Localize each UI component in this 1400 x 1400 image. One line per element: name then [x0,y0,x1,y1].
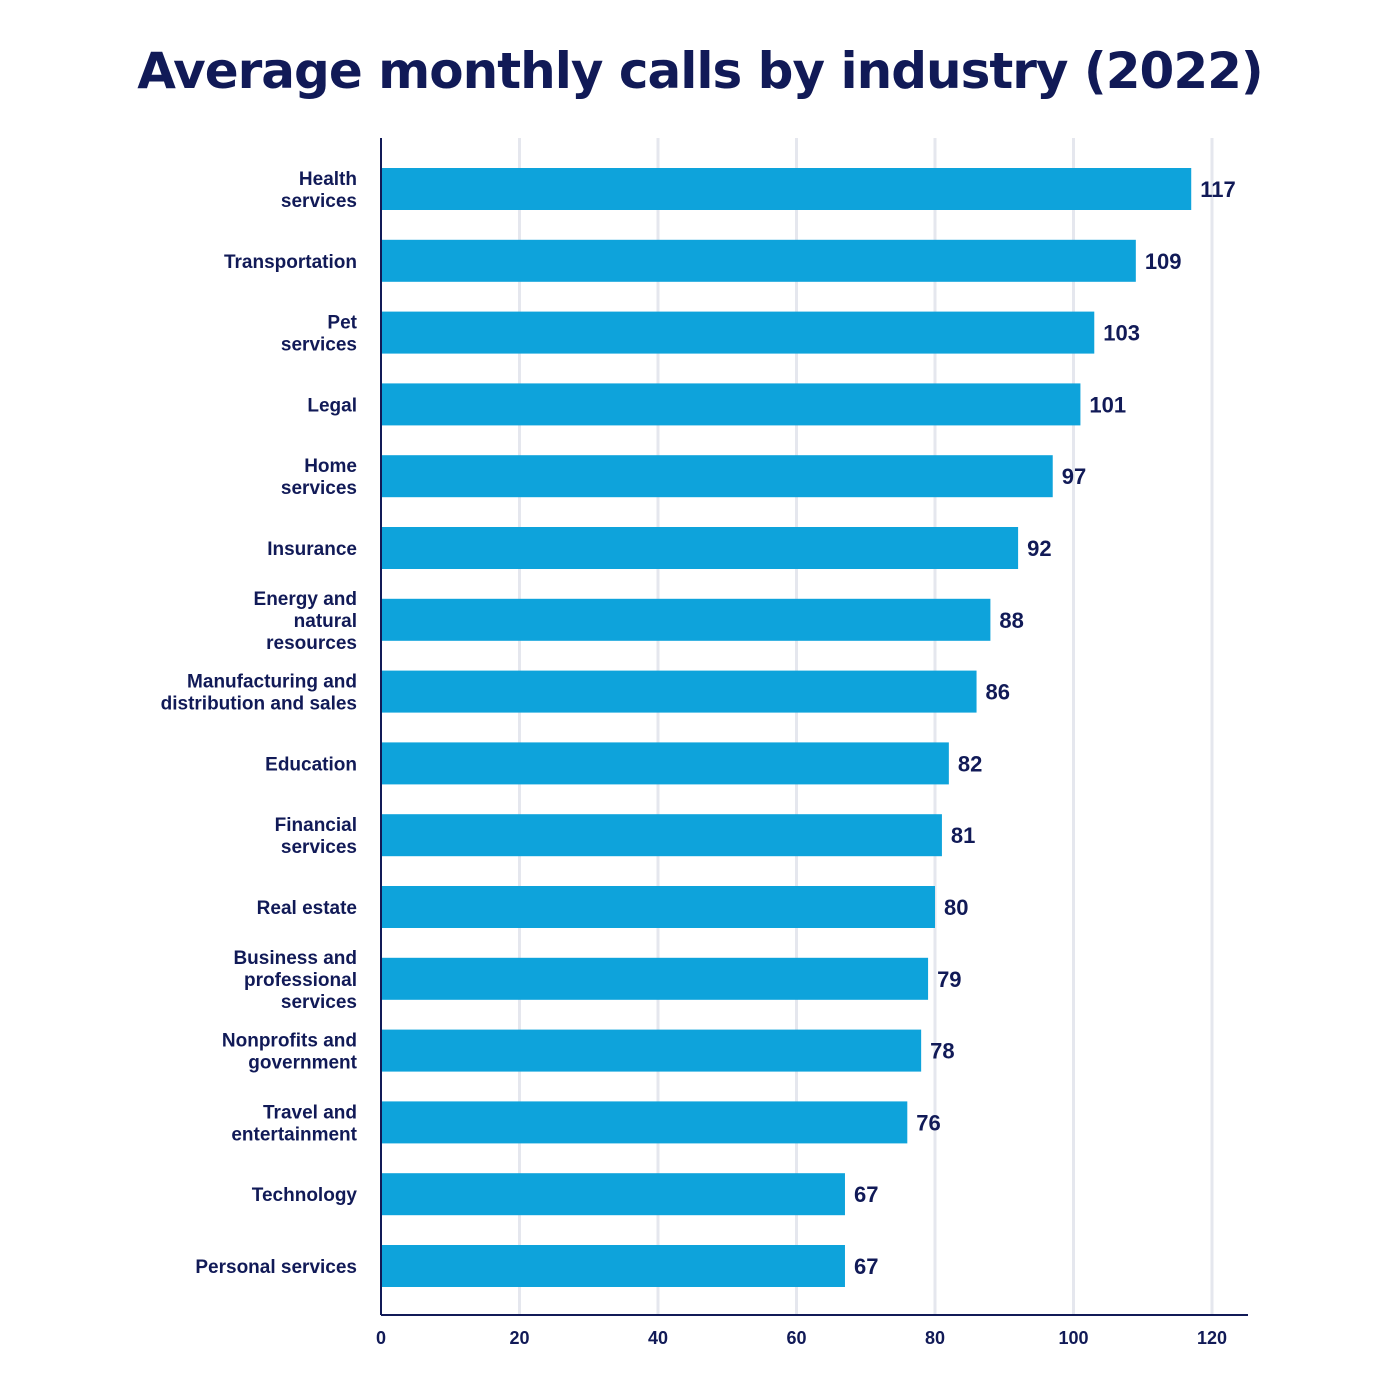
bar[interactable] [381,1029,922,1072]
value-label: 92 [1027,536,1051,561]
category-label: Pet services [281,313,358,356]
value-label: 80 [944,895,968,920]
category-label: Legal [307,395,357,416]
x-tick-label: 120 [1197,1328,1227,1348]
x-tick-label: 100 [1058,1328,1088,1348]
value-label: 76 [916,1110,940,1135]
category-label: Technology [252,1185,358,1206]
value-label: 117 [1200,177,1236,202]
category-label: Home services [281,456,357,499]
category-label: Real estate [257,898,357,919]
value-label: 79 [937,967,961,992]
category-label: Manufacturing and distribution and sales [161,672,357,715]
value-label: 103 [1103,321,1140,346]
value-label: 67 [854,1254,878,1279]
value-label: 109 [1145,249,1182,274]
x-tick-label: 0 [376,1328,386,1348]
x-tick-label: 20 [509,1328,529,1348]
value-label: 88 [999,608,1023,633]
category-label: Insurance [267,539,357,560]
bar[interactable] [381,598,991,641]
bar[interactable] [381,455,1053,498]
x-tick-label: 40 [648,1328,668,1348]
bar[interactable] [381,1245,845,1287]
value-label: 86 [986,680,1010,705]
bar[interactable] [381,1101,908,1144]
category-label: Health services [281,169,357,212]
category-label: Energy and natural resources [254,589,357,654]
category-label: Personal services [195,1257,357,1278]
value-label: 101 [1089,392,1126,417]
bar[interactable] [381,383,1081,426]
bar[interactable] [381,957,929,1000]
bar[interactable] [381,239,1136,282]
bar[interactable] [381,814,942,857]
x-tick-label: 80 [925,1328,945,1348]
bar[interactable] [381,168,1192,210]
category-label: Transportation [224,252,357,273]
bar[interactable] [381,311,1095,354]
value-label: 78 [930,1039,954,1064]
category-label: Financial services [275,815,357,858]
category-label: Education [265,754,357,775]
bar[interactable] [381,742,949,785]
bar[interactable] [381,527,1019,569]
category-label: Travel and entertainment [231,1102,357,1145]
value-label: 97 [1062,464,1086,489]
value-label: 67 [854,1182,878,1207]
bar[interactable] [381,886,935,928]
bar[interactable] [381,1173,845,1216]
chart-title: Average monthly calls by industry (2022) [137,42,1264,100]
x-tick-label: 60 [786,1328,806,1348]
value-label: 81 [951,823,975,848]
category-label: Business and professional services [233,948,357,1013]
category-label: Nonprofits and government [222,1031,358,1074]
value-label: 82 [958,751,982,776]
bar[interactable] [381,670,977,713]
